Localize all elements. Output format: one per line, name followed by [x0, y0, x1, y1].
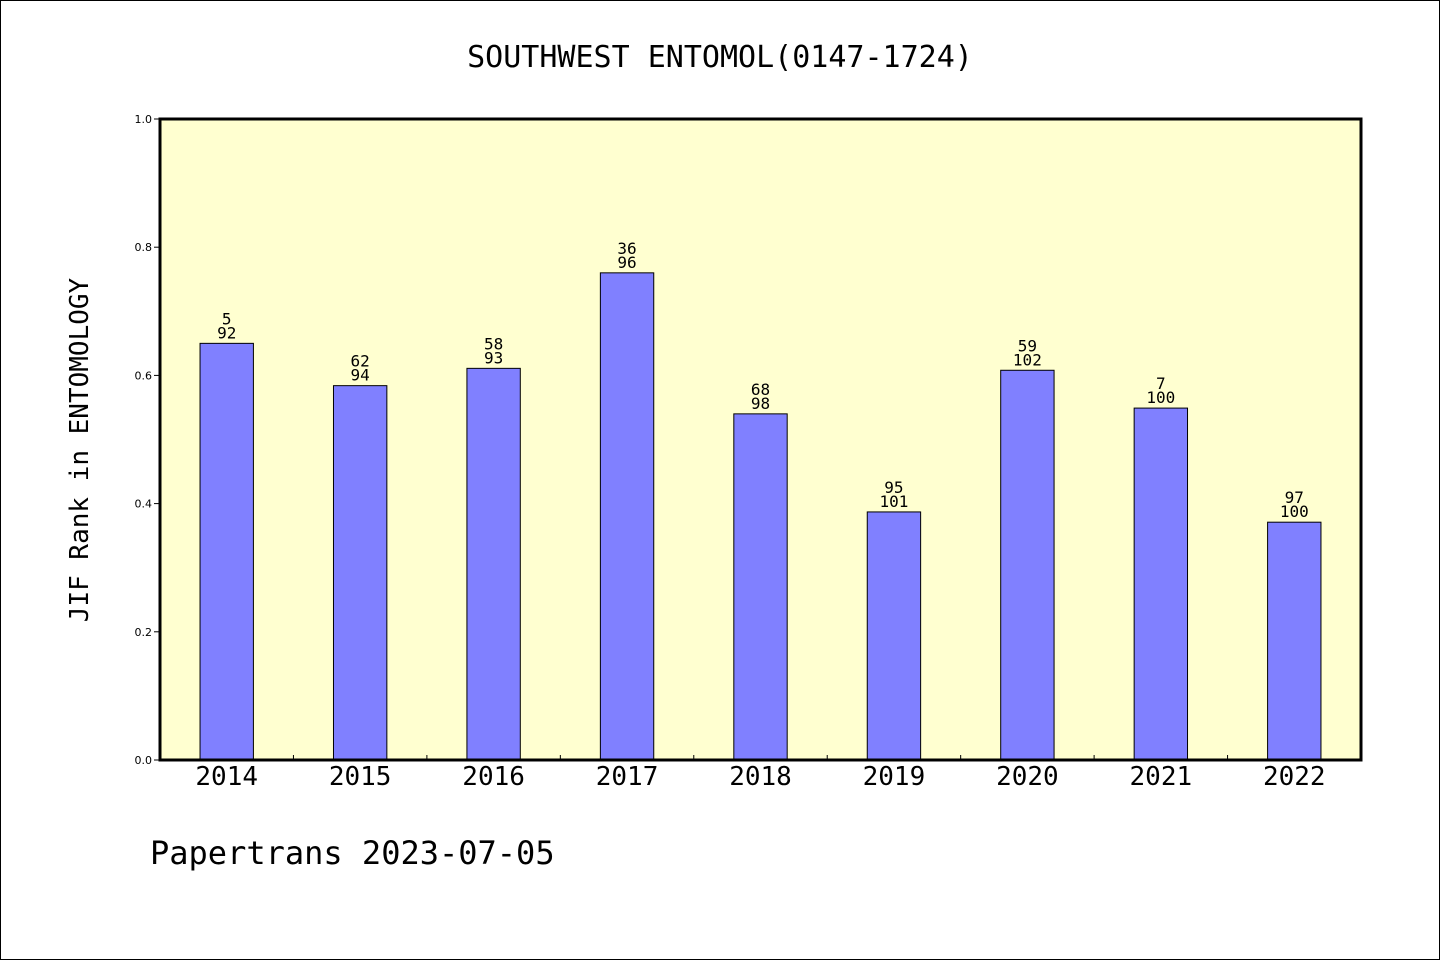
bar-label-bottom-2017: 96 [617, 253, 636, 272]
bar-label-top-2014: 5 [222, 309, 232, 328]
y-tick-label: 0.8 [135, 241, 153, 254]
bar-label-top-2019: 95 [884, 478, 903, 497]
y-axis: 0.0 0.2 0.4 0.6 0.8 1.0 [135, 113, 160, 767]
bar-label-top-2015: 62 [351, 352, 370, 371]
bar-label-bottom-2015: 94 [351, 366, 370, 385]
bar-2018 [733, 413, 788, 761]
x-tick-label-2021: 2021 [1130, 762, 1193, 792]
bar-label-bottom-2022: 100 [1280, 502, 1309, 521]
bar-2022 [1267, 521, 1322, 761]
y-tick-label: 0.2 [135, 626, 153, 639]
bar-label-bottom-2018: 98 [751, 394, 770, 413]
bar-label-top-2016: 58 [484, 334, 503, 353]
bar-2020 [1000, 369, 1055, 761]
bar-label-top-2020: 59 [1018, 336, 1037, 355]
x-tick-label-2016: 2016 [462, 762, 525, 792]
bar-2016 [466, 367, 521, 761]
y-tick-label: 1.0 [135, 113, 153, 126]
bar-2021 [1133, 407, 1189, 761]
x-tick-label-2017: 2017 [596, 762, 659, 792]
bar-label-bottom-2021: 100 [1146, 388, 1175, 407]
x-tick-label-2020: 2020 [996, 762, 1059, 792]
x-tick-label-2014: 2014 [195, 762, 258, 792]
bar-label-top-2022: 97 [1285, 488, 1304, 507]
bar-label-bottom-2019: 101 [879, 492, 908, 511]
y-tick-label: 0.0 [135, 754, 153, 767]
bar-2017 [599, 272, 655, 761]
y-tick-label: 0.6 [135, 369, 153, 382]
bar-label-bottom-2014: 92 [217, 323, 236, 342]
bar-label-top-2021: 7 [1156, 374, 1166, 393]
y-tick-label: 0.4 [135, 498, 153, 511]
bar-label-top-2018: 68 [751, 380, 770, 399]
x-axis: 2014 2015 2016 2017 2018 2019 2020 2021 2022 [195, 755, 1326, 792]
y-axis-label: JIF Rank in ENTOMOLOGY [65, 277, 95, 622]
x-tick-label-2018: 2018 [729, 762, 792, 792]
bars-group [199, 272, 1322, 761]
footer-text: Papertrans 2023-07-05 [150, 834, 555, 872]
x-tick-label-2022: 2022 [1263, 762, 1326, 792]
bar-2019 [866, 511, 922, 761]
bar-label-bottom-2016: 93 [484, 348, 503, 367]
x-tick-label-2019: 2019 [863, 762, 926, 792]
plot-border [158, 117, 1363, 762]
bar-2014 [199, 342, 254, 761]
bar-2015 [332, 385, 388, 761]
bar-label-top-2017: 36 [617, 239, 636, 258]
x-tick-label-2015: 2015 [329, 762, 392, 792]
bar-label-bottom-2020: 102 [1013, 350, 1042, 369]
chart-title: SOUTHWEST ENTOMOL(0147-1724) [467, 40, 973, 75]
